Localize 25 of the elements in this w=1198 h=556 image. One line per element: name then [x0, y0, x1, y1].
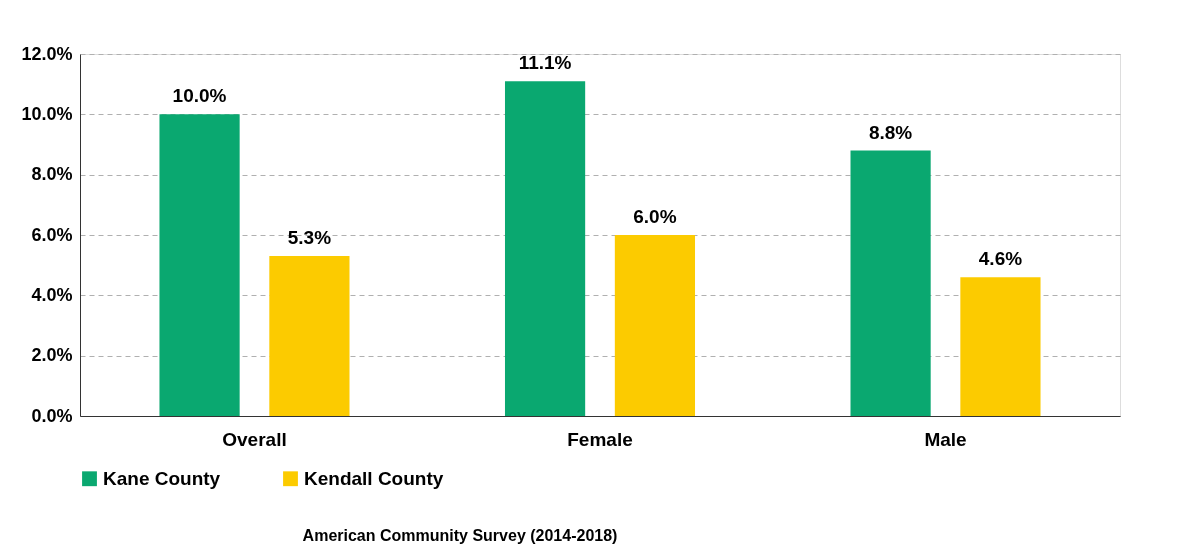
y-tick-label: 4.0% — [31, 284, 73, 305]
legend-label: Kendall County — [304, 467, 444, 489]
y-tick-label: 6.0% — [31, 224, 73, 245]
y-tick-label: 10.0% — [21, 103, 73, 124]
bar — [850, 150, 931, 416]
x-tick-label: Female — [567, 428, 633, 450]
text: American Community Survey (2014-2018) — [302, 527, 618, 544]
data-label: 11.1% — [518, 52, 572, 74]
y-tick-label: 8.0% — [31, 164, 73, 185]
legend-label: Kane County — [103, 467, 221, 489]
bar — [269, 256, 350, 416]
bar — [614, 235, 696, 416]
data-label: 10.0% — [172, 85, 227, 107]
bar — [504, 81, 586, 416]
y-tick-label: 2.0% — [31, 345, 73, 366]
x-tick-label: Male — [924, 428, 967, 450]
data-label: 6.0% — [633, 206, 677, 227]
y-tick-label: 0.0% — [31, 405, 73, 426]
data-label: 4.6% — [978, 248, 1023, 270]
y-tick-label: 12.0% — [21, 43, 73, 64]
bar — [159, 114, 240, 416]
bar — [960, 277, 1041, 416]
x-tick-label: Overall — [222, 428, 287, 450]
data-label: 8.8% — [868, 121, 913, 143]
data-label: 5.3% — [287, 227, 332, 249]
